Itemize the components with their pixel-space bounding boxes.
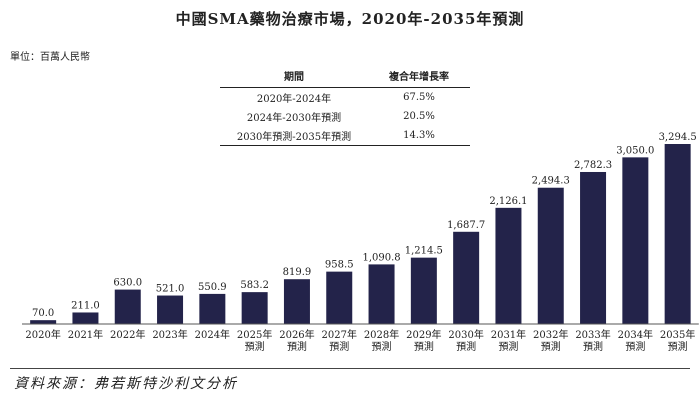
- bar-value-label: 2,126.1: [489, 196, 527, 207]
- x-tick-label: 預測: [498, 340, 518, 353]
- bar: [326, 271, 353, 324]
- x-tick-label: 2023年: [152, 328, 187, 341]
- period-header: 期間: [220, 66, 368, 88]
- bar: [622, 157, 649, 324]
- unit-label: 單位：百萬人民幣: [10, 52, 90, 63]
- x-tick-label: 2020年: [25, 328, 60, 341]
- bar: [114, 289, 141, 324]
- period-cell: 2024年-2030年預測: [246, 113, 342, 124]
- bar: [199, 293, 226, 324]
- x-tick-label: 2030年: [448, 328, 483, 341]
- bar: [410, 257, 437, 324]
- bar: [72, 312, 99, 324]
- cagr-table-header: 期間 複合年增長率: [220, 66, 470, 88]
- cagr-row: 2024年-2030年預測 20.5%: [220, 107, 470, 126]
- x-tick-label: 2026年: [279, 328, 314, 341]
- x-tick-label: 預測: [414, 340, 434, 353]
- bar-value-label: 3,050.0: [616, 145, 654, 156]
- bar: [495, 207, 522, 324]
- source-note: 資料來源：弗若斯特沙利文分析: [14, 376, 238, 392]
- source-divider: [10, 368, 690, 369]
- cagr-row: 2030年預測-2035年預測 14.3%: [220, 126, 470, 146]
- bar: [453, 231, 480, 324]
- x-tick-label: 2028年: [364, 328, 399, 341]
- bar: [537, 187, 564, 324]
- x-tick-label: 2024年: [195, 328, 230, 341]
- bar-value-label: 211.0: [71, 300, 100, 311]
- x-tick-label: 2022年: [110, 328, 145, 341]
- bar-value-label: 819.9: [283, 267, 312, 278]
- x-tick-label: 2034年: [618, 328, 653, 341]
- x-tick-label: 預測: [541, 340, 561, 353]
- bar-value-label: 2,782.3: [574, 160, 612, 171]
- bar-value-label: 1,687.7: [447, 220, 485, 231]
- x-tick-label: 預測: [372, 340, 392, 353]
- cagr-cell: 20.5%: [403, 111, 435, 122]
- bar-value-label: 583.2: [240, 280, 269, 291]
- cagr-row: 2020年-2024年 67.5%: [220, 88, 470, 108]
- x-tick-label: 2021年: [68, 328, 103, 341]
- bar: [157, 295, 184, 324]
- bar: [30, 320, 57, 324]
- bar-value-label: 1,090.8: [362, 252, 400, 263]
- chart-title: 中國SMA藥物治療市場，2020年-2035年預測: [175, 10, 525, 28]
- bar: [241, 292, 268, 324]
- x-tick-label: 2033年: [575, 328, 610, 341]
- x-tick-label: 預測: [245, 340, 265, 353]
- bar-value-label: 3,294.5: [659, 132, 697, 143]
- bar-value-label: 1,214.5: [405, 246, 443, 257]
- bar: [580, 171, 607, 324]
- bar: [664, 144, 691, 324]
- x-tick-label: 預測: [625, 340, 645, 353]
- cagr-table: 期間 複合年增長率 2020年-2024年 67.5% 2024年-2030年預…: [220, 66, 470, 146]
- x-tick-label: 2029年: [406, 328, 441, 341]
- cagr-cell: 67.5%: [403, 92, 435, 103]
- bar: [283, 279, 310, 324]
- x-tick-label: 2032年: [533, 328, 568, 341]
- bar-value-label: 550.9: [198, 282, 227, 293]
- bar-chart: 70.0 2020年 211.0 2021年 630.0 2022年 521.0 2023年 5…: [22, 132, 699, 353]
- bar-value-label: 70.0: [32, 308, 54, 319]
- x-tick-label: 預測: [583, 340, 603, 353]
- bar-value-label: 630.0: [113, 278, 142, 289]
- cagr-header: 複合年增長率: [368, 66, 470, 88]
- x-tick-label: 預測: [329, 340, 349, 353]
- period-cell: 2020年-2024年: [256, 94, 332, 105]
- x-tick-label: 2025年: [237, 328, 272, 341]
- x-tick-label: 2027年: [322, 328, 357, 341]
- bar-value-label: 521.0: [156, 284, 185, 295]
- x-tick-label: 預測: [456, 340, 476, 353]
- x-tick-label: 預測: [287, 340, 307, 353]
- period-cell: 2030年預測-2035年預測: [220, 126, 368, 146]
- bar-value-label: 958.5: [325, 260, 354, 271]
- x-tick-label: 2031年: [491, 328, 526, 341]
- x-tick-label: 2035年: [660, 328, 695, 341]
- bar-value-label: 2,494.3: [532, 176, 570, 187]
- x-tick-label: 預測: [668, 340, 688, 353]
- cagr-cell: 14.3%: [368, 126, 470, 146]
- bar: [368, 264, 395, 324]
